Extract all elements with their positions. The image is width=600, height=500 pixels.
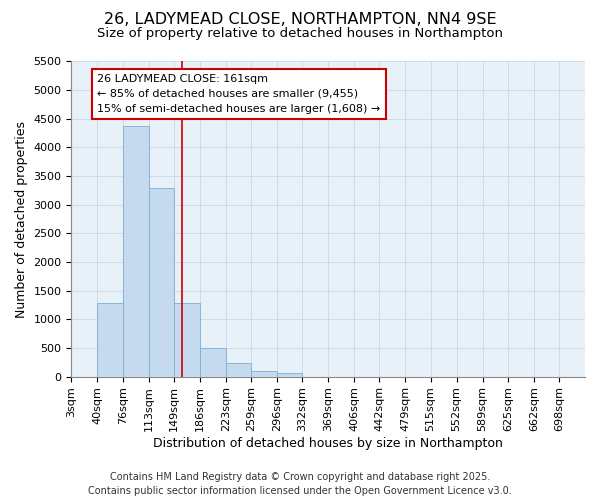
Text: Size of property relative to detached houses in Northampton: Size of property relative to detached ho… bbox=[97, 28, 503, 40]
Bar bbox=[226, 363, 251, 376]
X-axis label: Distribution of detached houses by size in Northampton: Distribution of detached houses by size … bbox=[153, 437, 503, 450]
Y-axis label: Number of detached properties: Number of detached properties bbox=[15, 120, 28, 318]
Text: Contains HM Land Registry data © Crown copyright and database right 2025.
Contai: Contains HM Land Registry data © Crown c… bbox=[88, 472, 512, 496]
Bar bbox=[174, 304, 200, 376]
Text: 26 LADYMEAD CLOSE: 161sqm
← 85% of detached houses are smaller (9,455)
15% of se: 26 LADYMEAD CLOSE: 161sqm ← 85% of detac… bbox=[97, 74, 380, 114]
Bar bbox=[200, 348, 226, 376]
Bar bbox=[251, 371, 277, 376]
Bar bbox=[122, 126, 149, 376]
Bar bbox=[97, 304, 122, 376]
Text: 26, LADYMEAD CLOSE, NORTHAMPTON, NN4 9SE: 26, LADYMEAD CLOSE, NORTHAMPTON, NN4 9SE bbox=[104, 12, 496, 28]
Bar bbox=[277, 373, 302, 376]
Bar bbox=[149, 188, 174, 376]
